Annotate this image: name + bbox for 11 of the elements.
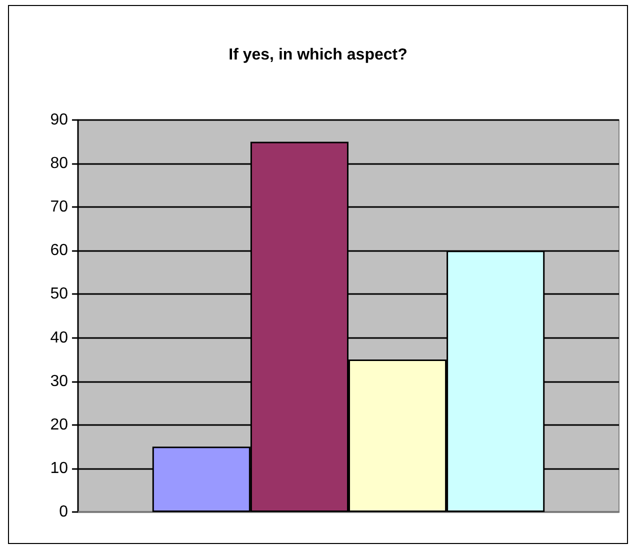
- y-tick-label: 10: [50, 460, 68, 477]
- y-tick-label: 0: [59, 504, 68, 520]
- chart-title: If yes, in which aspect?: [228, 46, 408, 64]
- y-tick-label: 80: [50, 155, 68, 172]
- y-tick-label: 30: [50, 372, 68, 390]
- y-tick-label: 50: [50, 286, 68, 303]
- y-tick-label: 20: [50, 416, 68, 434]
- y-tick-label: 70: [50, 198, 68, 216]
- y-tick-label: 90: [50, 112, 68, 128]
- y-tick-label: 40: [50, 329, 68, 346]
- y-tick-label: 60: [50, 242, 68, 260]
